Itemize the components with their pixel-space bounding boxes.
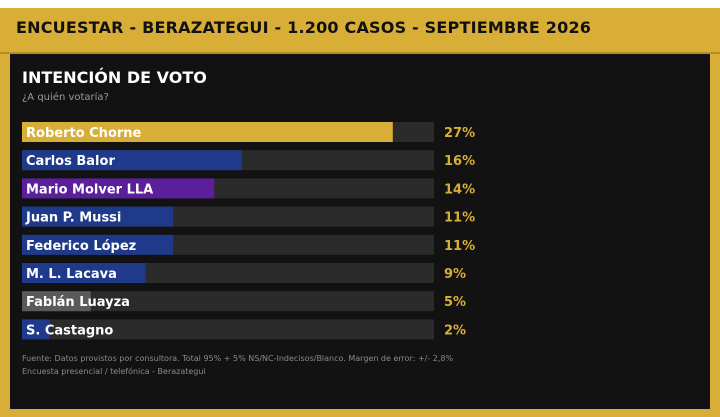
bar-category-label: S. Castagno [26, 323, 113, 338]
bar-value-label: 16% [444, 154, 475, 169]
bar-category-label: Mario Molver LLA [26, 182, 153, 197]
footnote-source: Fuente: Datos provistos por consultora. … [22, 354, 454, 363]
header-band: ENCUESTAR - BERAZATEGUI - 1.200 CASOS - … [0, 8, 720, 54]
right-frame-stripe [710, 54, 720, 409]
bar-track [22, 291, 434, 312]
bar [22, 206, 174, 227]
bar [22, 291, 91, 312]
bar-value-label: 9% [444, 267, 466, 282]
bar-value-label: 14% [444, 182, 475, 197]
bar [22, 150, 242, 171]
bar-category-label: Federico López [26, 239, 136, 254]
bar-value-label: 11% [444, 211, 475, 226]
bar [22, 319, 50, 340]
bar-category-label: Carlos Balor [26, 154, 115, 169]
bar [22, 234, 174, 255]
bar [22, 122, 393, 142]
chart-title: INTENCIÓN DE VOTO [22, 68, 207, 87]
bar-value-label: 5% [444, 295, 466, 310]
bar [22, 263, 146, 283]
left-frame-stripe [0, 54, 10, 409]
footnote-method: Encuesta presencial / telefónica - Beraz… [22, 367, 206, 376]
bar-value-label: 27% [444, 126, 475, 141]
bar-chart: Roberto Chorne 27% Carlos Balor 16% Mario Mo… [22, 122, 475, 340]
bottom-frame-stripe [0, 409, 720, 417]
bar [22, 178, 215, 199]
top-frame-edge [0, 0, 720, 8]
bar-track [22, 319, 434, 340]
chart-subtitle: ¿A quién votaría? [22, 92, 109, 103]
bar-category-label: Roberto Chorne [26, 126, 142, 141]
bar-value-label: 2% [444, 323, 466, 338]
chart-panel: INTENCIÓN DE VOTO ¿A quién votaría? Robe… [10, 54, 710, 409]
bar-category-label: Fablán Luayza [26, 295, 130, 310]
bar-category-label: M. L. Lacava [26, 267, 117, 282]
bar-value-label: 11% [444, 239, 475, 254]
header-title: ENCUESTAR - BERAZATEGUI - 1.200 CASOS - … [16, 18, 592, 37]
bar-category-label: Juan P. Mussi [25, 211, 121, 226]
